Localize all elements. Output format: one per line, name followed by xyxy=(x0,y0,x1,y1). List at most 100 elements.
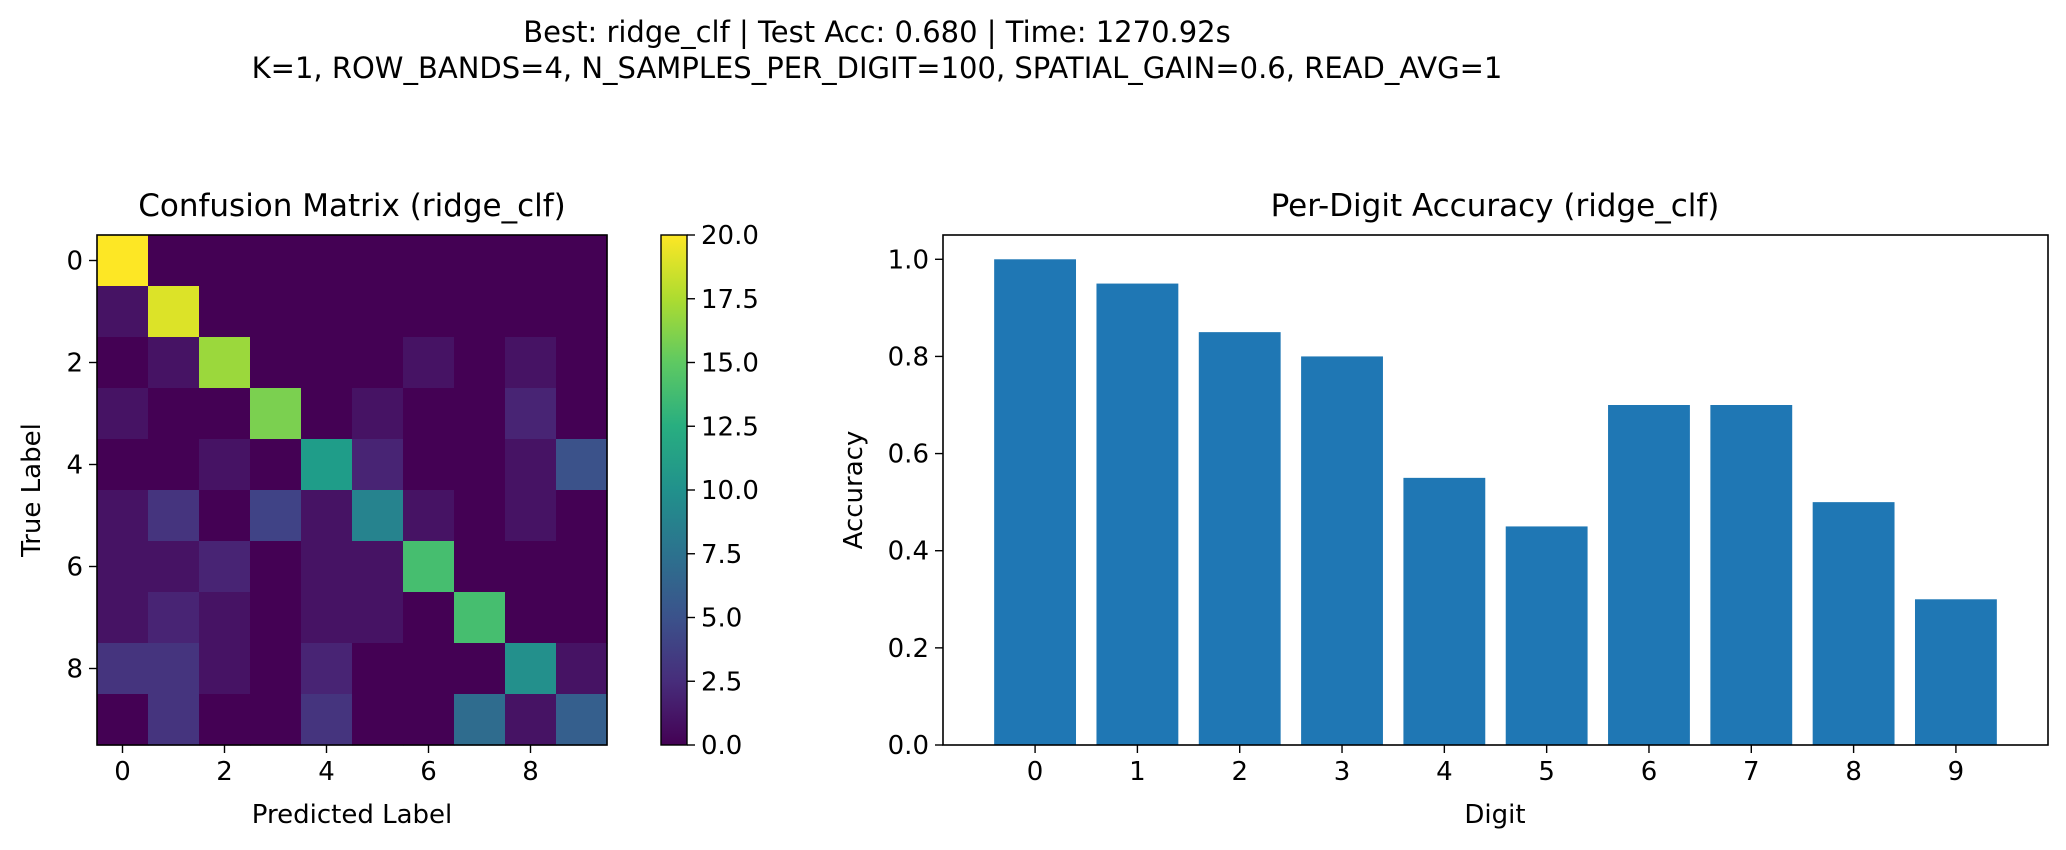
heatmap-cell-4-1 xyxy=(148,439,200,491)
bar-digit-2 xyxy=(1198,332,1281,745)
bar-x-tick-label: 1 xyxy=(1129,757,1146,787)
heatmap-cell-5-0 xyxy=(97,490,149,542)
heatmap-cell-7-8 xyxy=(505,592,557,644)
heatmap-cell-9-5 xyxy=(352,694,404,746)
heatmap-cell-3-8 xyxy=(505,388,557,440)
bar-y-tick-label: 0.8 xyxy=(888,342,929,372)
heatmap-cell-6-0 xyxy=(97,541,149,593)
heatmap-cell-4-7 xyxy=(454,439,506,491)
heatmap-cell-2-1 xyxy=(148,337,200,389)
heatmap-cell-2-7 xyxy=(454,337,506,389)
heatmap-cell-2-4 xyxy=(301,337,353,389)
heatmap-cell-8-2 xyxy=(199,643,251,695)
bar-y-tick-label: 0.0 xyxy=(888,731,929,761)
heatmap-cell-3-3 xyxy=(250,388,302,440)
heatmap-cell-2-0 xyxy=(97,337,149,389)
heatmap-cell-6-4 xyxy=(301,541,353,593)
bar-x-tick-label: 2 xyxy=(1231,757,1248,787)
heatmap-cell-0-7 xyxy=(454,235,506,287)
heatmap-cell-5-9 xyxy=(556,490,608,542)
heatmap-cell-6-3 xyxy=(250,541,302,593)
heatmap-cell-3-9 xyxy=(556,388,608,440)
heatmap-cell-8-8 xyxy=(505,643,557,695)
accuracy-bar-x-label: Digit xyxy=(1464,800,1525,830)
bar-digit-7 xyxy=(1710,405,1793,745)
bar-digit-3 xyxy=(1301,356,1383,745)
heatmap-y-tick-label: 6 xyxy=(66,553,83,583)
confusion-matrix-y-ticks: 0 2 4 6 8 xyxy=(66,247,97,685)
heatmap-cell-4-9 xyxy=(556,439,608,491)
accuracy-bars xyxy=(994,259,1997,745)
heatmap-cell-2-3 xyxy=(250,337,302,389)
heatmap-x-tick-label: 2 xyxy=(216,757,233,787)
colorbar-gradient xyxy=(660,234,688,746)
heatmap-cell-6-2 xyxy=(199,541,251,593)
colorbar: 0.0 2.5 5.0 7.5 10.0 12.5 15.0 17.5 20.0 xyxy=(660,221,759,761)
heatmap-cell-2-9 xyxy=(556,337,608,389)
confusion-matrix-title: Confusion Matrix (ridge_clf) xyxy=(138,188,566,224)
accuracy-bar-frame xyxy=(942,234,2049,746)
heatmap-cell-9-6 xyxy=(403,694,455,746)
colorbar-tick-label: 0.0 xyxy=(701,731,742,761)
heatmap-cell-1-1 xyxy=(148,286,200,338)
bar-digit-0 xyxy=(994,259,1077,745)
accuracy-bar-title: Per-Digit Accuracy (ridge_clf) xyxy=(1271,188,1720,224)
heatmap-cell-0-0 xyxy=(97,235,149,287)
heatmap-cell-5-6 xyxy=(403,490,455,542)
bar-y-tick-label: 0.2 xyxy=(888,634,929,664)
bar-digit-8 xyxy=(1812,502,1895,745)
bar-x-tick-label: 4 xyxy=(1436,757,1453,787)
heatmap-cell-5-3 xyxy=(250,490,302,542)
colorbar-tick-label: 12.5 xyxy=(701,412,759,442)
heatmap-x-tick-label: 4 xyxy=(318,757,335,787)
bar-x-tick-label: 8 xyxy=(1845,757,1862,787)
heatmap-cell-3-6 xyxy=(403,388,455,440)
heatmap-cell-7-0 xyxy=(97,592,149,644)
heatmap-cell-7-7 xyxy=(454,592,506,644)
heatmap-cell-6-6 xyxy=(403,541,455,593)
bar-y-tick-label: 0.4 xyxy=(888,537,929,567)
heatmap-cell-8-5 xyxy=(352,643,404,695)
heatmap-x-tick-label: 8 xyxy=(522,757,539,787)
heatmap-cell-1-3 xyxy=(250,286,302,338)
suptitle-line-2: K=1, ROW_BANDS=4, N_SAMPLES_PER_DIGIT=10… xyxy=(252,51,1503,85)
colorbar-tick-label: 15.0 xyxy=(701,349,759,379)
heatmap-cell-4-0 xyxy=(97,439,149,491)
bar-x-tick-label: 3 xyxy=(1334,757,1351,787)
heatmap-cell-9-7 xyxy=(454,694,506,746)
heatmap-cell-9-8 xyxy=(505,694,557,746)
bar-y-tick-label: 0.6 xyxy=(888,440,929,470)
colorbar-tick-label: 17.5 xyxy=(701,285,759,315)
heatmap-cell-7-9 xyxy=(556,592,608,644)
heatmap-cell-4-2 xyxy=(199,439,251,491)
accuracy-bar-x-ticks: 0 1 2 3 4 5 6 7 8 9 xyxy=(1027,745,1964,787)
heatmap-cell-1-7 xyxy=(454,286,506,338)
bar-x-tick-label: 7 xyxy=(1743,757,1760,787)
accuracy-bar-y-ticks: 0.0 0.2 0.4 0.6 0.8 1.0 xyxy=(888,245,943,761)
colorbar-tick-label: 10.0 xyxy=(701,476,759,506)
heatmap-cell-4-8 xyxy=(505,439,557,491)
heatmap-cell-1-4 xyxy=(301,286,353,338)
heatmap-cell-4-5 xyxy=(352,439,404,491)
heatmap-cell-0-9 xyxy=(556,235,608,287)
heatmap-cell-7-2 xyxy=(199,592,251,644)
bar-x-tick-label: 5 xyxy=(1538,757,1555,787)
heatmap-cell-9-2 xyxy=(199,694,251,746)
heatmap-cell-7-4 xyxy=(301,592,353,644)
heatmap-cell-8-9 xyxy=(556,643,608,695)
heatmap-cell-5-5 xyxy=(352,490,404,542)
heatmap-cell-4-4 xyxy=(301,439,353,491)
heatmap-cell-2-2 xyxy=(199,337,251,389)
bar-digit-4 xyxy=(1403,477,1486,745)
heatmap-cell-3-1 xyxy=(148,388,200,440)
heatmap-cell-5-1 xyxy=(148,490,200,542)
colorbar-ticks: 0.0 2.5 5.0 7.5 10.0 12.5 15.0 17.5 20.0 xyxy=(687,221,759,761)
heatmap-cell-7-3 xyxy=(250,592,302,644)
colorbar-tick-label: 2.5 xyxy=(701,667,742,697)
heatmap-cell-8-0 xyxy=(97,643,149,695)
bar-x-tick-label: 9 xyxy=(1948,757,1965,787)
heatmap-cell-1-0 xyxy=(97,286,149,338)
heatmap-y-tick-label: 8 xyxy=(66,655,83,685)
heatmap-cell-0-8 xyxy=(505,235,557,287)
heatmap-x-tick-label: 6 xyxy=(420,757,437,787)
